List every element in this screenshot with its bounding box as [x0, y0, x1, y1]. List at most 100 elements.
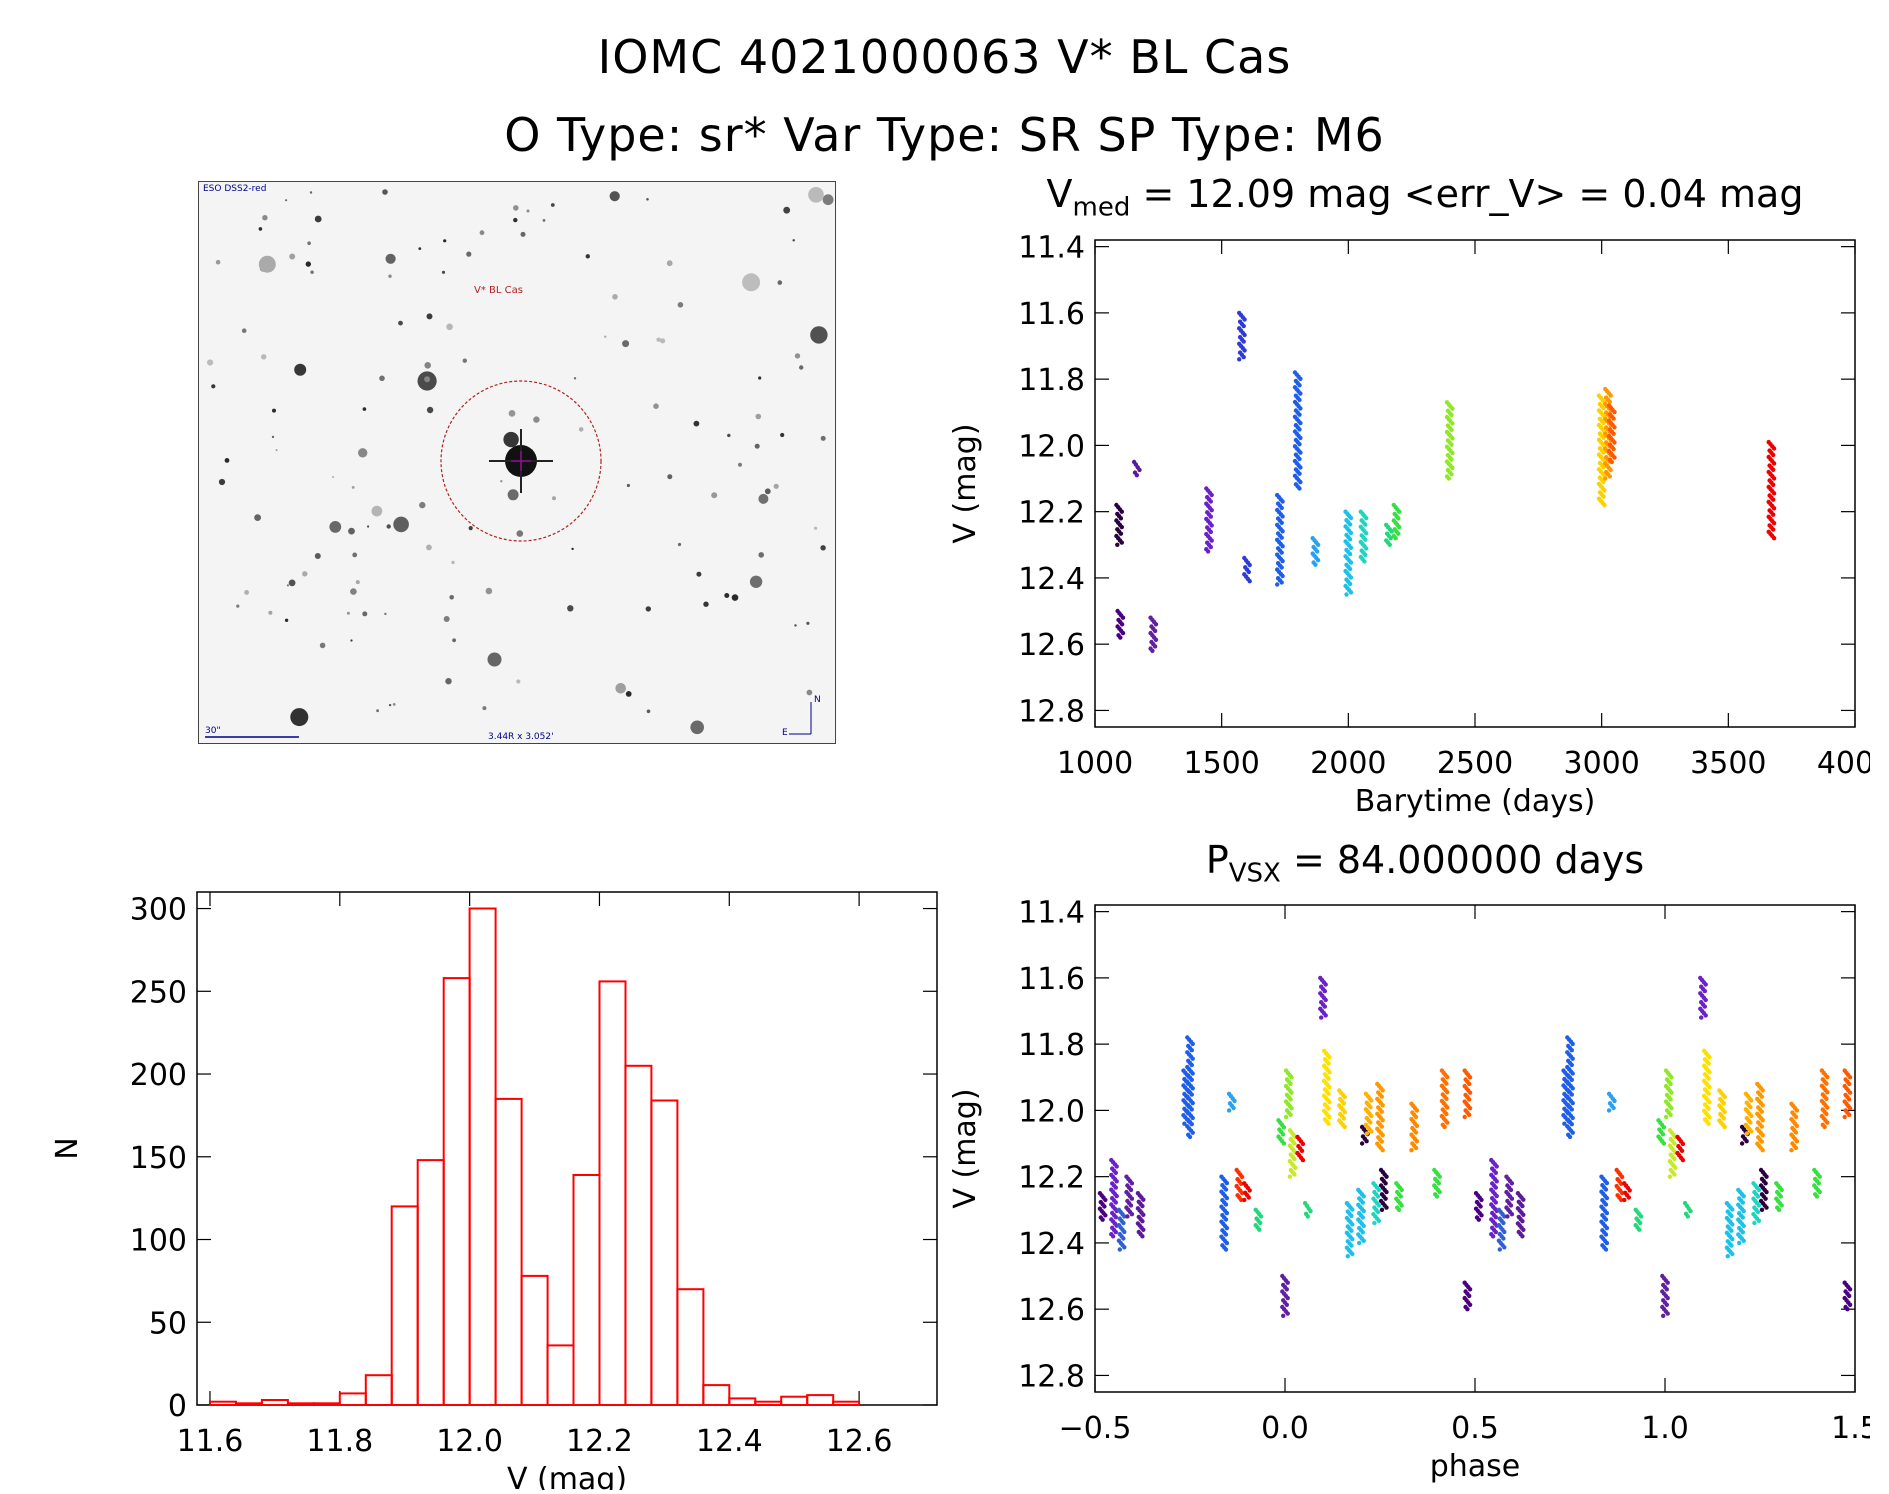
finder-star — [286, 584, 289, 587]
data-point — [1508, 1203, 1514, 1208]
data-point — [1672, 1172, 1677, 1177]
data-point — [1347, 551, 1353, 557]
data-point — [1778, 1194, 1783, 1199]
data-point — [1509, 1212, 1515, 1217]
data-point — [1825, 1120, 1830, 1125]
data-point — [1609, 459, 1614, 465]
data-point — [1722, 1094, 1727, 1100]
data-point — [1380, 1118, 1385, 1123]
finder-star — [379, 375, 385, 382]
data-point — [1567, 1134, 1573, 1140]
finder-star — [388, 274, 392, 278]
finder-star — [268, 610, 273, 615]
data-point — [1445, 1120, 1450, 1125]
finder-star — [285, 199, 288, 202]
data-point — [1342, 1109, 1347, 1115]
data-point — [1348, 545, 1354, 550]
data-point — [1760, 1133, 1765, 1138]
finder-star — [275, 449, 278, 452]
data-point — [1793, 1145, 1799, 1151]
data-point — [1569, 1077, 1574, 1082]
finder-star — [358, 448, 368, 458]
data-point — [1771, 527, 1776, 532]
data-point — [1793, 1130, 1799, 1135]
data-point — [1129, 1196, 1135, 1201]
data-point — [1793, 1114, 1799, 1120]
data-point — [1822, 1124, 1827, 1130]
data-point — [1350, 1222, 1355, 1227]
data-point — [1189, 1077, 1194, 1082]
finder-star — [426, 544, 432, 551]
data-point — [1759, 1124, 1764, 1129]
data-point — [1749, 1113, 1754, 1119]
x-tick-label: 0.0 — [1261, 1411, 1309, 1446]
histogram-bar — [416, 1159, 445, 1406]
data-point — [1239, 1174, 1245, 1180]
finder-star — [468, 526, 473, 531]
data-point — [1361, 1194, 1366, 1199]
data-point — [1326, 1121, 1331, 1126]
data-point — [1298, 391, 1303, 396]
data-point — [1637, 1227, 1642, 1232]
data-point — [1189, 1048, 1194, 1053]
data-point — [1764, 1174, 1769, 1179]
data-point — [1122, 1214, 1127, 1219]
finder-star — [783, 206, 791, 214]
data-point — [1601, 420, 1606, 426]
data-point — [1669, 1075, 1674, 1080]
data-point — [1379, 1207, 1385, 1212]
data-point — [1759, 1109, 1764, 1114]
finder-star — [646, 709, 651, 714]
data-point — [1280, 573, 1285, 579]
data-point — [1679, 1148, 1685, 1153]
data-point — [1771, 512, 1776, 517]
data-point — [1501, 1236, 1506, 1241]
data-point — [1113, 1215, 1118, 1220]
data-point — [1748, 1104, 1753, 1110]
finder-star — [738, 462, 742, 467]
data-point — [1703, 997, 1708, 1003]
data-point — [1794, 1108, 1800, 1113]
phased-title-main: P — [1205, 838, 1229, 882]
x-tick-label: 11.8 — [306, 1424, 373, 1459]
finder-star — [777, 280, 783, 285]
data-point — [1478, 1204, 1483, 1209]
histogram-bar — [728, 1397, 757, 1407]
finder-star — [806, 621, 810, 625]
finder-star — [385, 253, 396, 264]
data-point — [1824, 1111, 1829, 1117]
scale-label: 30" — [205, 726, 221, 736]
data-point — [1730, 1237, 1735, 1242]
finder-star — [625, 691, 632, 697]
finder-star — [272, 408, 276, 413]
data-point — [1707, 1070, 1712, 1075]
data-point — [1409, 1148, 1414, 1153]
y-tick-label: 11.6 — [1018, 962, 1085, 997]
finder-star — [749, 575, 763, 588]
data-point — [1604, 1225, 1610, 1231]
finder-chart: ESO DSS2-red V* BL Cas 30" 3.44R x 3.052… — [198, 181, 836, 744]
y-tick-label: 12.0 — [1018, 429, 1085, 464]
finder-star — [350, 588, 357, 595]
data-point — [1779, 1187, 1784, 1193]
data-point — [1114, 1179, 1119, 1184]
data-point — [1100, 1217, 1105, 1222]
finder-star — [794, 624, 797, 627]
data-point — [1502, 1229, 1507, 1235]
data-point — [1224, 1225, 1230, 1231]
data-point — [1110, 1234, 1116, 1239]
data-point — [1279, 535, 1284, 540]
data-point — [1570, 1100, 1575, 1106]
finder-star — [542, 219, 546, 222]
data-point — [1450, 465, 1455, 471]
finder-star — [211, 384, 216, 389]
data-point — [1707, 1100, 1712, 1105]
data-point — [1280, 514, 1285, 519]
data-point — [1661, 1141, 1667, 1146]
histogram-bar — [572, 1174, 601, 1406]
data-point — [1825, 1074, 1830, 1080]
data-point — [1384, 1189, 1389, 1195]
finder-star-field — [207, 187, 834, 735]
data-point — [1730, 1222, 1735, 1227]
finder-star — [533, 416, 540, 423]
